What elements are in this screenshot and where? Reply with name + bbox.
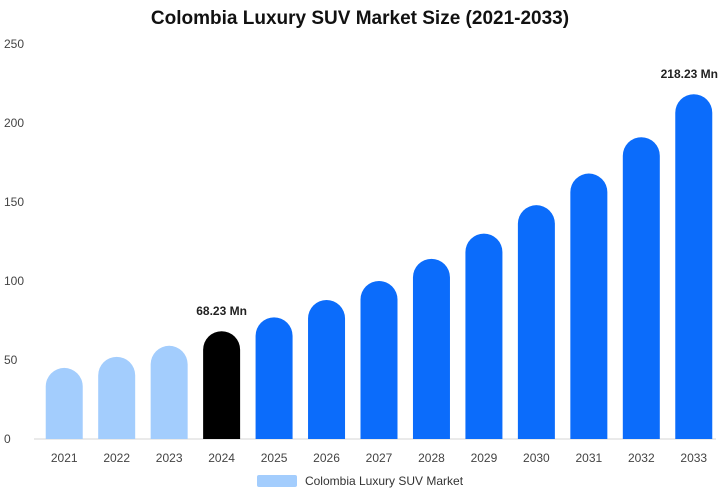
data-label-2024: 68.23 Mn [196, 304, 247, 318]
x-tick-label: 2029 [471, 451, 498, 465]
bar-2022 [98, 356, 136, 439]
bar-2029 [465, 233, 503, 439]
bar-2028 [412, 258, 450, 439]
y-tick-label: 100 [4, 274, 24, 288]
y-tick-label: 250 [4, 37, 24, 51]
legend: Colombia Luxury SUV Market [0, 474, 720, 488]
bar-2027 [360, 281, 398, 439]
data-labels: 68.23 Mn 218.23 Mn [196, 67, 718, 318]
bar-2025 [255, 317, 293, 439]
x-tick-label: 2024 [208, 451, 235, 465]
x-tick-label: 2025 [261, 451, 288, 465]
bars [45, 94, 713, 440]
legend-label: Colombia Luxury SUV Market [304, 474, 464, 488]
x-tick-label: 2032 [628, 451, 655, 465]
y-tick-label: 0 [4, 432, 11, 446]
data-label-2033: 218.23 Mn [661, 67, 718, 81]
bar-2032 [622, 137, 660, 439]
bar-2023 [150, 345, 188, 439]
x-tick-label: 2021 [51, 451, 78, 465]
bar-2033 [675, 94, 713, 440]
x-tick-label: 2033 [680, 451, 707, 465]
x-tick-label: 2031 [575, 451, 602, 465]
y-axis: 0 50 100 150 200 250 [4, 37, 24, 446]
bar-2030 [517, 205, 555, 439]
bar-2031 [570, 173, 608, 439]
chart-title: Colombia Luxury SUV Market Size (2021-20… [150, 8, 570, 29]
x-axis: 2021 2022 2023 2024 2025 2026 2027 2028 2029 2030… [51, 451, 708, 465]
bar-2026 [308, 299, 346, 439]
x-tick-label: 2028 [418, 451, 445, 465]
y-tick-label: 50 [4, 353, 18, 367]
legend-swatch [256, 475, 297, 487]
x-tick-label: 2030 [523, 451, 550, 465]
x-tick-label: 2027 [366, 451, 393, 465]
bar-2021 [45, 367, 83, 439]
x-tick-label: 2026 [313, 451, 340, 465]
y-tick-label: 150 [4, 195, 24, 209]
bar-2024 [203, 331, 241, 439]
x-tick-label: 2022 [103, 451, 130, 465]
x-tick-label: 2023 [156, 451, 183, 465]
y-tick-label: 200 [4, 116, 24, 130]
